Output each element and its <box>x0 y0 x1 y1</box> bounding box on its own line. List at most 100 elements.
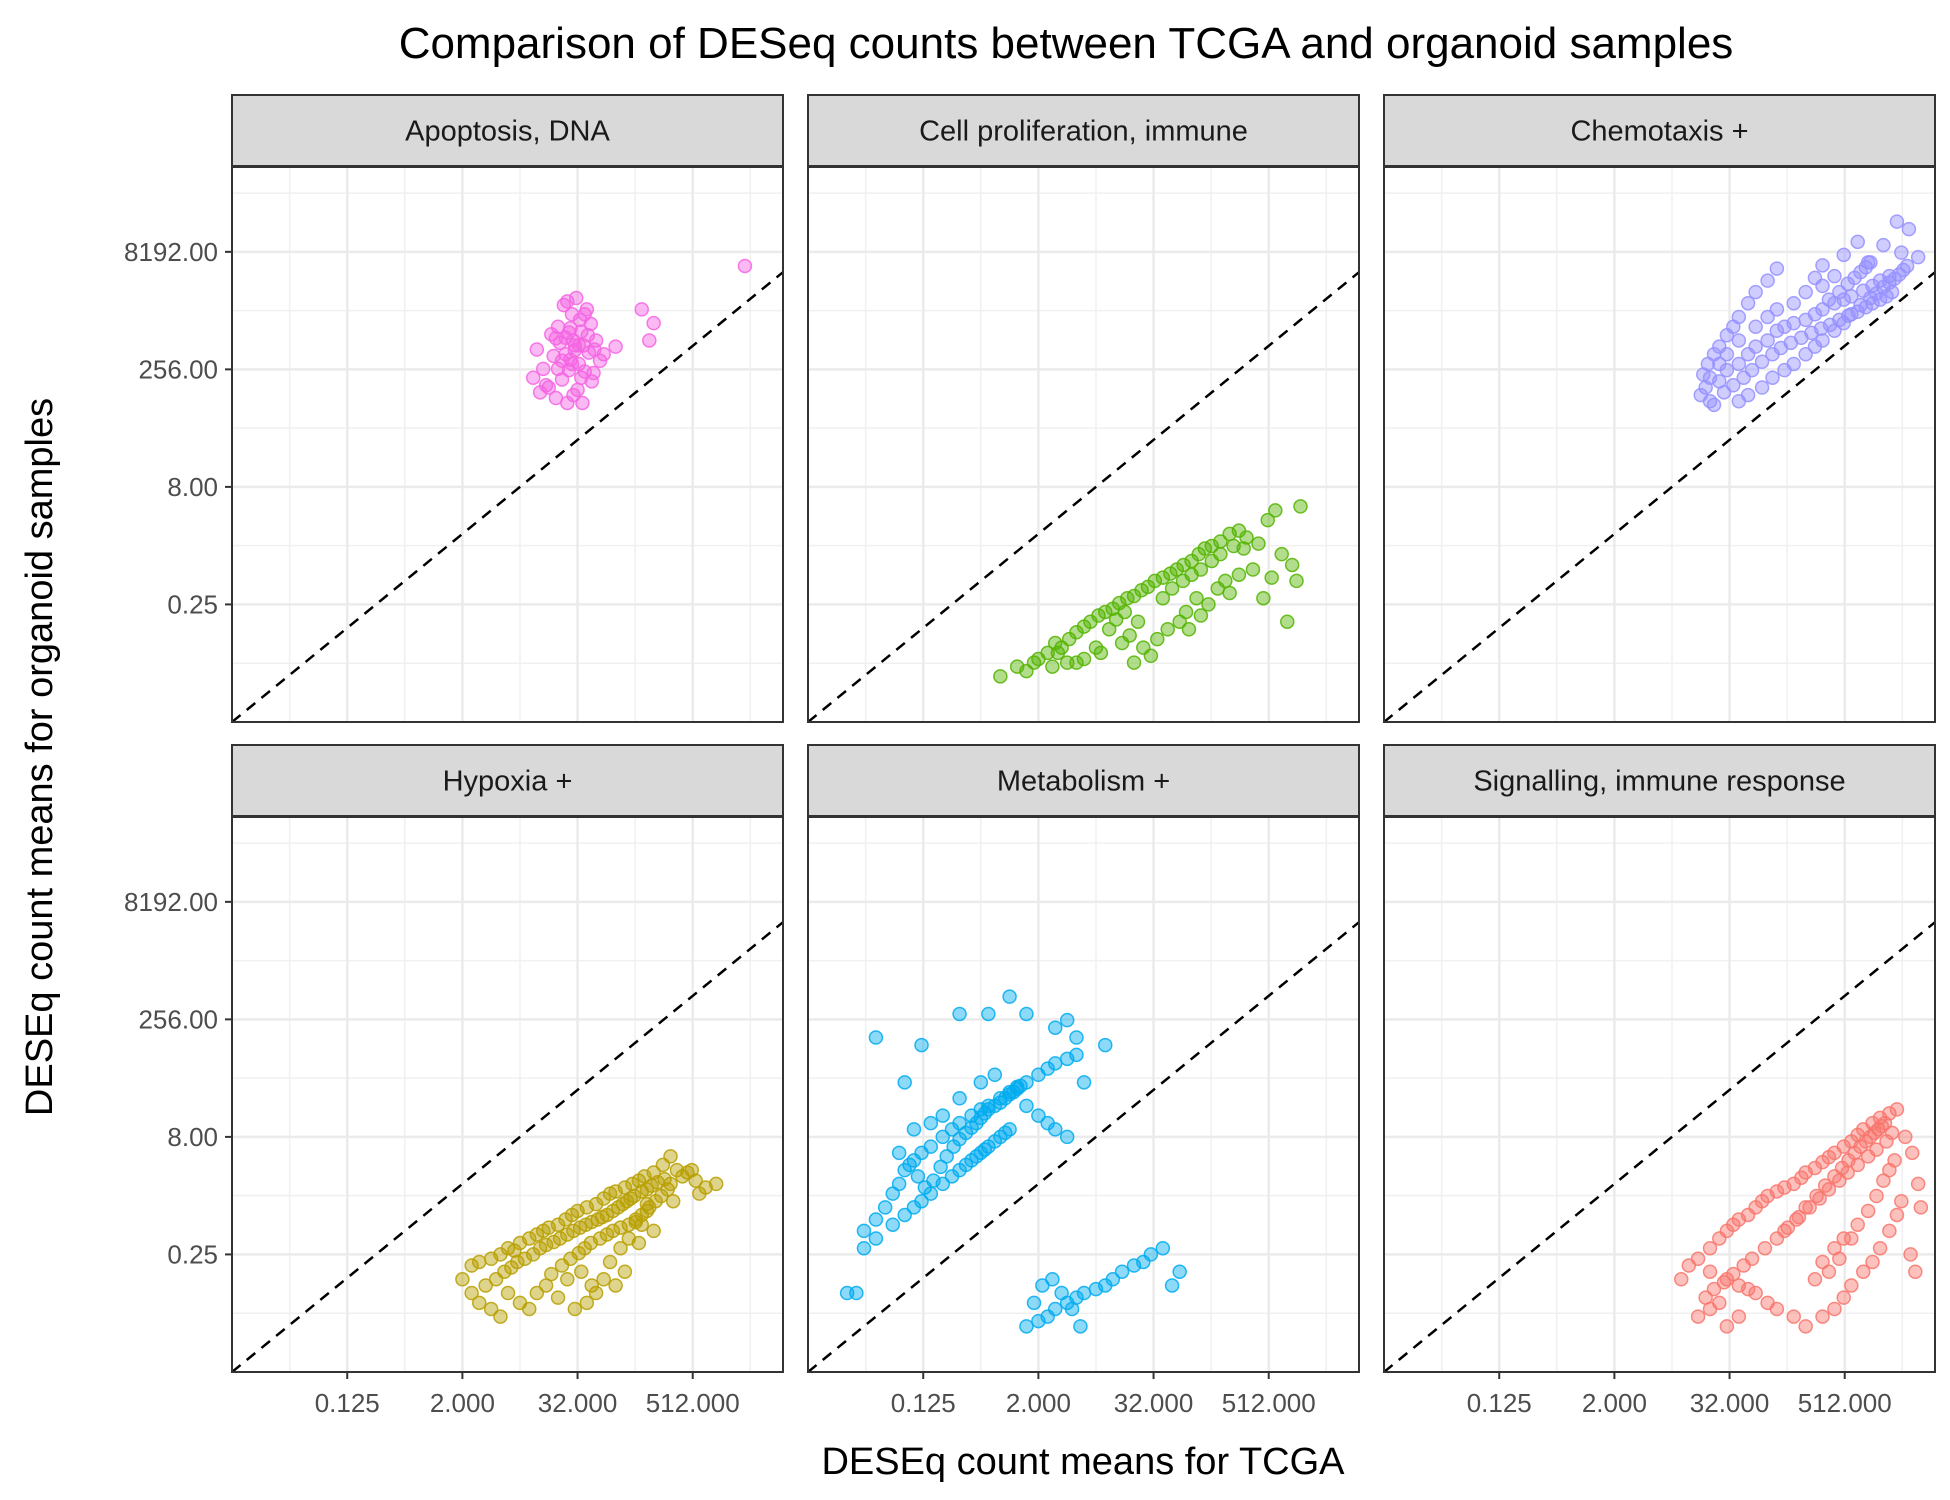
data-point <box>1872 1240 1888 1256</box>
data-point <box>568 290 584 306</box>
facet-panel: Signalling, immune response 0.125 2.000 32.… <box>1383 744 1936 1418</box>
reference-line <box>1384 921 1935 1372</box>
data-point <box>1160 622 1175 637</box>
x-tick-label: 32.000 <box>1114 1388 1194 1418</box>
data-point <box>455 1272 470 1287</box>
data-point <box>1798 346 1813 362</box>
data-point <box>737 258 753 274</box>
y-tick-label: 8.00 <box>167 472 218 502</box>
data-point <box>566 1223 581 1239</box>
data-point <box>1045 1272 1060 1287</box>
data-point <box>1222 585 1237 601</box>
data-point <box>529 342 545 357</box>
data-point <box>1040 1061 1055 1076</box>
data-point <box>849 1285 864 1301</box>
data-point <box>1143 648 1159 664</box>
reference-line <box>232 921 783 1372</box>
facet-panel: Chemotaxis + <box>1383 94 1936 723</box>
data-point <box>935 1129 951 1145</box>
data-point <box>1076 651 1092 667</box>
data-point <box>1696 367 1711 382</box>
data-point <box>923 1186 939 1201</box>
data-point <box>584 1278 599 1293</box>
data-point <box>1798 284 1813 300</box>
panel-border <box>1383 166 1936 723</box>
data-point <box>1059 1012 1075 1028</box>
data-point <box>1693 387 1709 403</box>
data-point <box>535 361 551 377</box>
data-point <box>1853 1139 1868 1154</box>
data-point <box>1054 1285 1069 1301</box>
data-point <box>634 302 649 317</box>
facet-strip <box>807 94 1360 167</box>
data-point <box>1789 1212 1804 1227</box>
data-point <box>1698 1290 1713 1305</box>
data-point <box>1817 1178 1833 1193</box>
data-point <box>1844 1278 1859 1293</box>
data-point <box>580 328 596 343</box>
data-point <box>1204 538 1220 554</box>
panel-background <box>232 167 783 722</box>
data-point <box>1289 573 1304 589</box>
data-point <box>1876 237 1891 253</box>
data-point <box>1836 247 1851 263</box>
data-point <box>500 1285 516 1301</box>
data-point <box>993 669 1008 684</box>
data-point <box>1245 562 1261 577</box>
data-point <box>914 1037 929 1053</box>
data-point <box>1786 295 1801 311</box>
data-point <box>1786 315 1801 331</box>
data-point <box>1026 1295 1042 1311</box>
data-point <box>868 1030 884 1045</box>
panel-border <box>1383 816 1936 1373</box>
panel-content <box>232 258 783 722</box>
data-point <box>617 1264 633 1279</box>
data-point <box>1673 1272 1689 1287</box>
data-point <box>1877 1115 1893 1131</box>
data-point <box>906 1122 922 1137</box>
data-point <box>1844 1231 1859 1246</box>
data-point <box>1744 362 1760 378</box>
data-point <box>1126 655 1142 670</box>
data-point <box>1748 1285 1763 1301</box>
data-point <box>586 365 601 381</box>
data-point <box>1189 590 1204 606</box>
data-point <box>1059 1129 1075 1145</box>
data-point <box>897 1075 912 1090</box>
data-point <box>1176 557 1191 573</box>
facet-strip <box>1383 94 1936 167</box>
data-point <box>877 1200 893 1215</box>
data-point <box>1731 1278 1747 1293</box>
data-point <box>1879 1134 1894 1149</box>
data-point <box>1798 1319 1813 1334</box>
reference-line <box>808 271 1359 722</box>
facet-panel: Metabolism + 0.125 2.000 32.000 512.000 <box>807 744 1360 1418</box>
y-tick-label: 8192.00 <box>124 887 218 917</box>
data-point <box>608 1278 623 1293</box>
data-point <box>639 1196 655 1212</box>
panel-content <box>1384 921 1935 1372</box>
reference-line <box>232 271 783 722</box>
data-point <box>1809 1188 1824 1204</box>
facet-strip <box>231 744 784 817</box>
data-point <box>592 1231 608 1246</box>
data-point <box>1019 1319 1034 1334</box>
data-point <box>1076 1285 1092 1301</box>
data-point <box>552 1231 568 1246</box>
data-point <box>1013 1078 1028 1094</box>
data-point <box>602 1254 618 1270</box>
data-point <box>1757 1240 1773 1256</box>
data-point <box>1264 570 1279 585</box>
data-point <box>935 1108 951 1123</box>
panel-border <box>807 166 1360 723</box>
data-point <box>554 372 570 387</box>
data-point <box>567 1301 583 1317</box>
data-point <box>1821 292 1837 307</box>
data-point <box>521 1231 537 1246</box>
data-point <box>952 1006 967 1022</box>
data-point <box>529 1285 545 1301</box>
data-point <box>1690 1251 1706 1267</box>
data-point <box>648 1193 663 1209</box>
data-point <box>1712 1295 1727 1311</box>
